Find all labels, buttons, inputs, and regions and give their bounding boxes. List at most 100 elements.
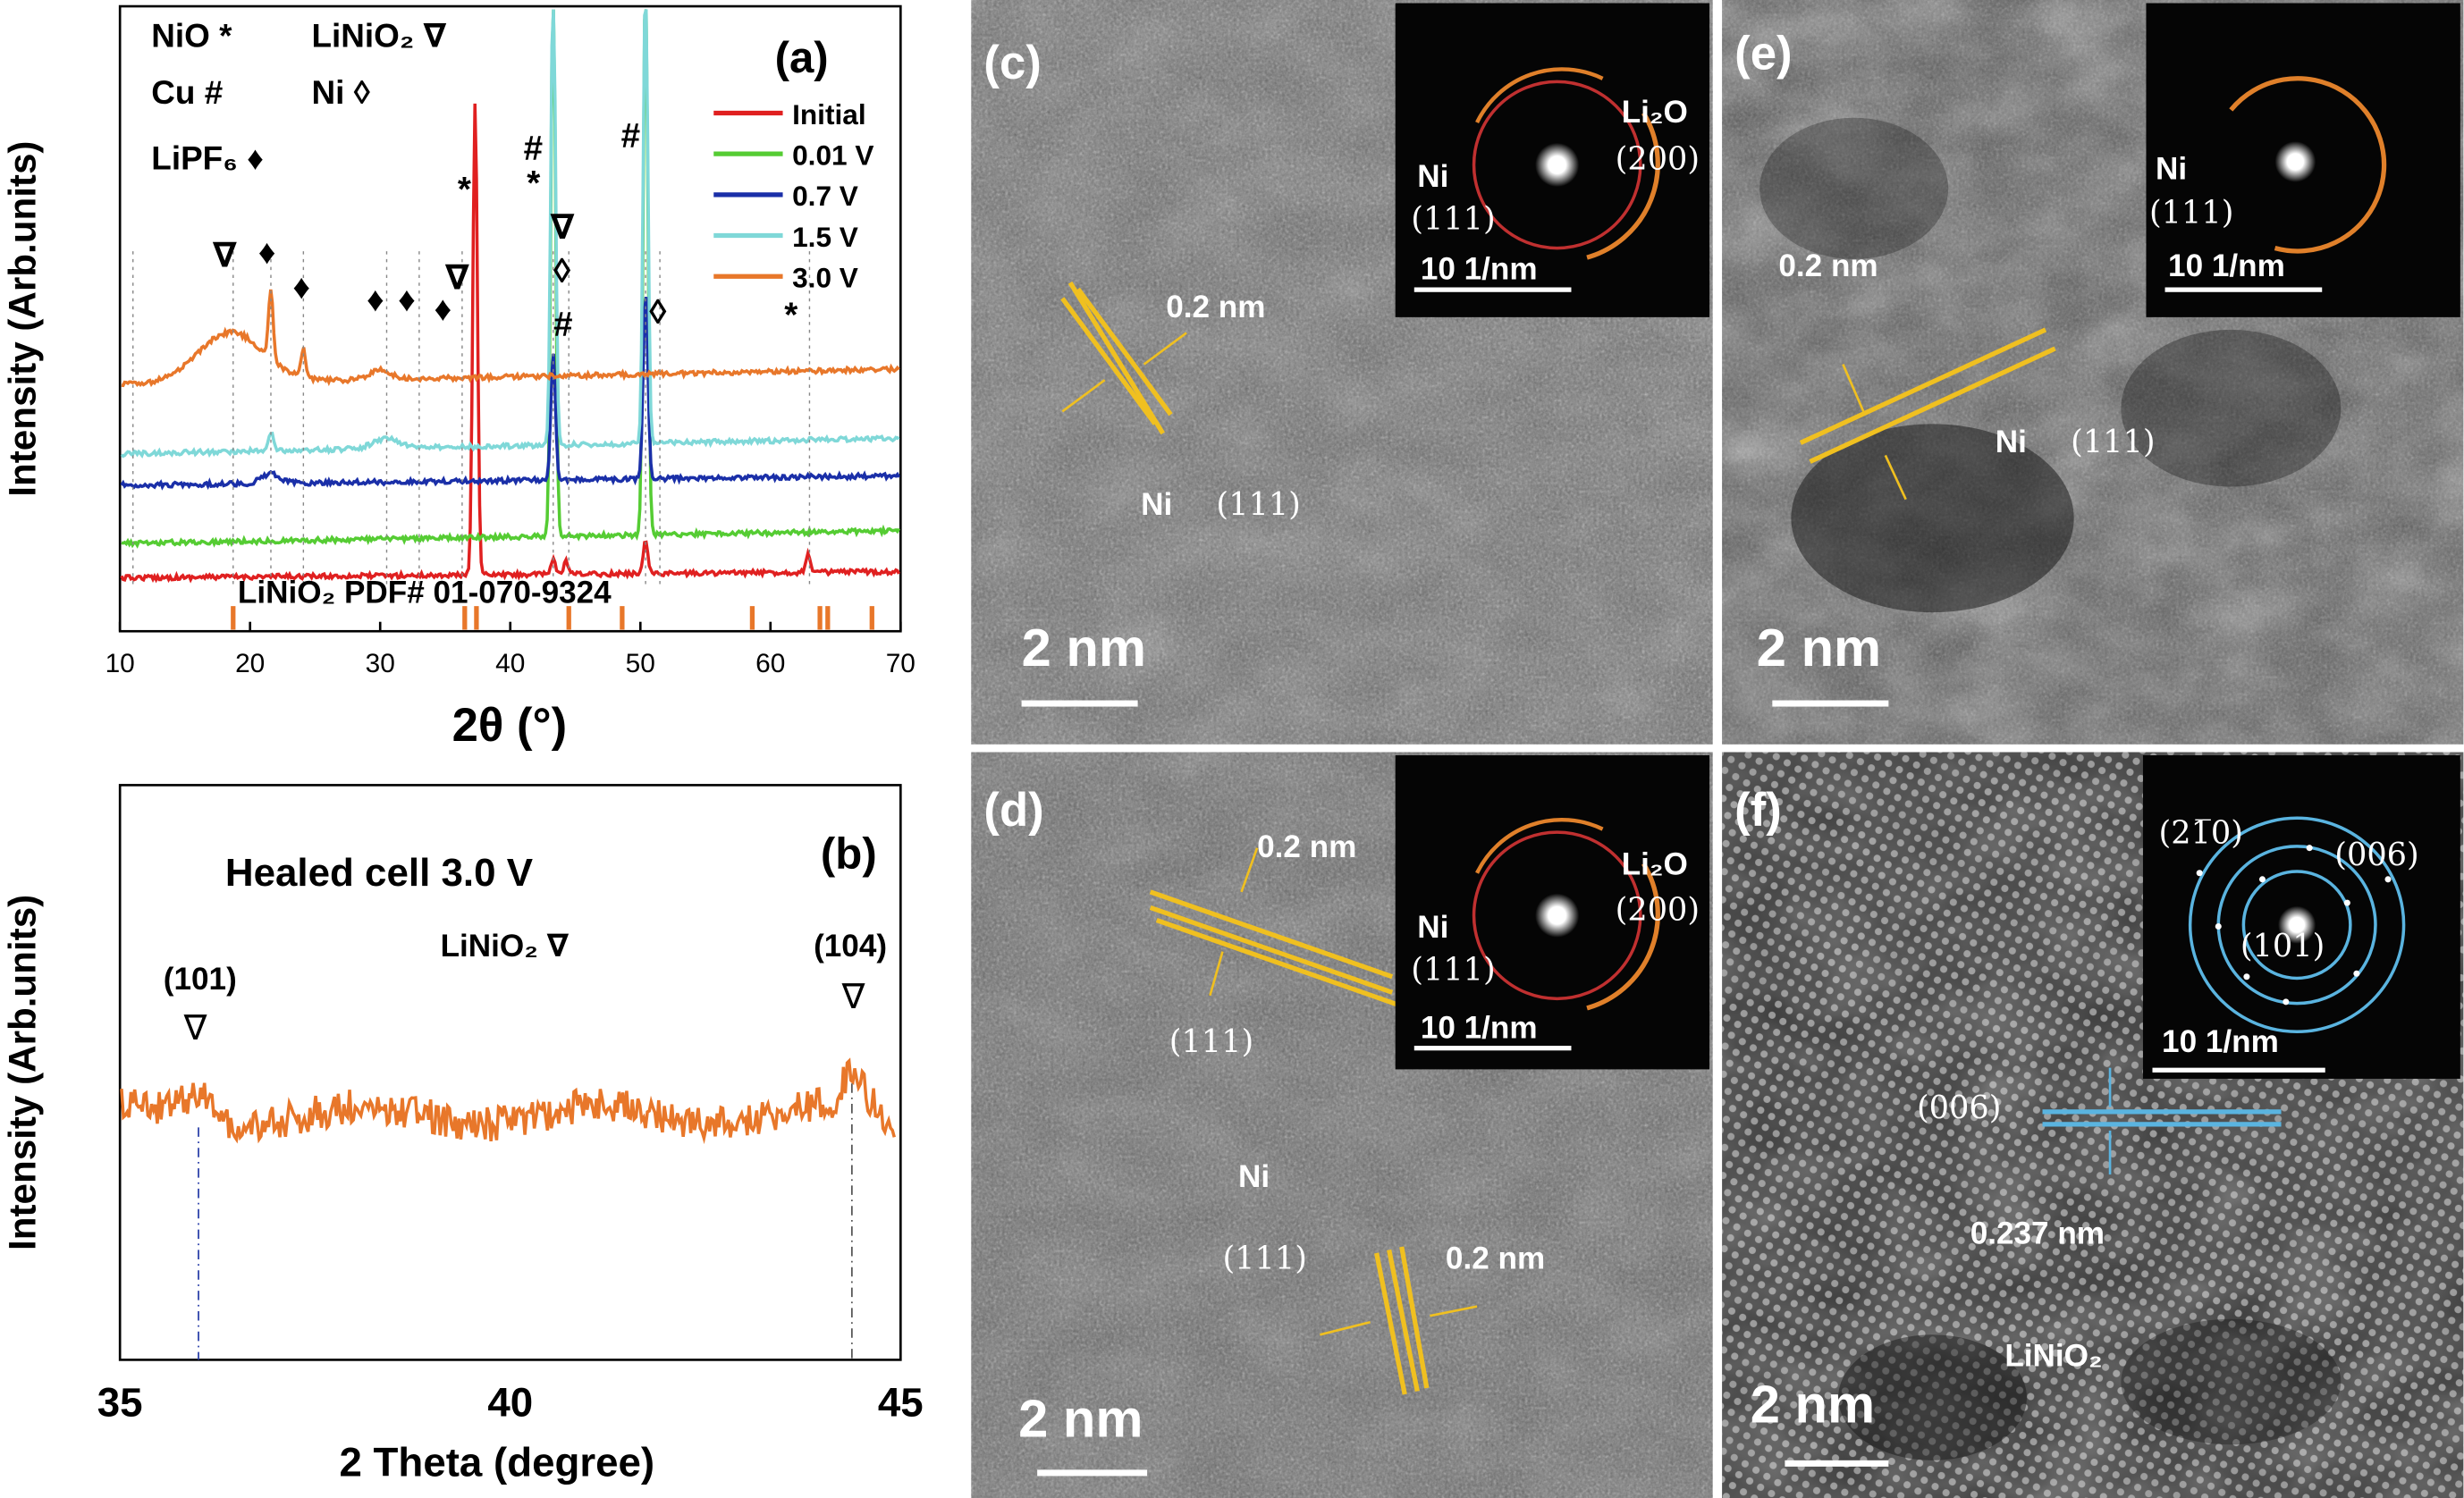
diffraction-ring-ni <box>1472 830 1642 1001</box>
peak-marker: # <box>524 130 543 168</box>
panel-e: (e) 0.2 nm Ni (111) 2 nm Ni (111) 10 1/n… <box>1734 3 2460 707</box>
inset-plane-label: (006) <box>2334 837 2418 873</box>
phase-label: Ni <box>1238 1159 1270 1194</box>
reference-tick <box>749 606 755 630</box>
inset-scale-bar <box>1413 1046 1572 1051</box>
panel-a-y-label: Intensity (Arb.units) <box>1 141 43 497</box>
legend-label: 0.01 V <box>792 139 873 171</box>
panel-a-legend: Initial 0.01 V 0.7 V 1.5 V 3.0 V <box>713 98 873 293</box>
phase-label: Ni <box>1996 425 2027 459</box>
panel-d-image <box>971 752 1713 1498</box>
x-tick-label: 40 <box>495 649 525 678</box>
central-spot <box>1535 142 1580 188</box>
peak-marker: ♦ <box>398 281 416 319</box>
phase-label: Ni <box>1141 487 1172 522</box>
lattice-fringe-lines <box>1060 281 1173 435</box>
inset-plane-ni: (111) <box>1411 200 1495 237</box>
peak-101-marker: ∇ <box>183 1009 207 1048</box>
d-spacing-label: 0.2 nm <box>1446 1241 1545 1276</box>
inset-phase-li2o: Li₂O <box>1622 95 1688 130</box>
inset-scale-label: 10 1/nm <box>1421 1010 1538 1045</box>
series-initial <box>120 103 901 584</box>
plane-label: (111) <box>1169 1023 1253 1060</box>
inset-scale-label: 10 1/nm <box>1421 252 1538 287</box>
peak-marker: ◊ <box>649 293 667 332</box>
reference-tick <box>825 606 831 630</box>
diffraction-ring-ni <box>1472 80 1642 250</box>
inset-scale-bar <box>2164 287 2323 292</box>
panel-b-phase-label: LiNiO₂ ∇ <box>441 929 570 964</box>
scale-bar-label: 2 nm <box>1757 618 1881 677</box>
peak-marker: ♦ <box>292 268 310 307</box>
series-1-5-v <box>120 9 900 459</box>
lattice-fringe-lines <box>1149 889 1400 1007</box>
panel-a-reference-dotted-lines <box>132 251 811 585</box>
x-tick-label: 45 <box>878 1380 924 1426</box>
peak-marker: ♦ <box>258 233 276 272</box>
legend-label: 0.7 V <box>792 180 858 212</box>
x-tick-label: 50 <box>626 649 655 678</box>
inset-scale-label: 10 1/nm <box>2168 248 2285 283</box>
reference-tick <box>869 606 874 630</box>
panel-b-y-label: Intensity (Arb.units) <box>1 895 43 1250</box>
panel-b-label: (b) <box>821 829 877 879</box>
d-spacing-label: 0.2 nm <box>1166 290 1265 324</box>
inset-plane-li2o: (200) <box>1616 891 1700 928</box>
spacing-arrow <box>1240 847 1259 893</box>
legend-label: 1.5 V <box>792 221 858 253</box>
spacing-arrow <box>1143 332 1187 366</box>
saed-inset: (21̅0) (006) (101) 10 1/nm <box>2142 755 2460 1079</box>
panel-a-traces <box>120 9 901 584</box>
diffraction-ring-li2o <box>1586 112 1660 260</box>
peak-marker: ∇ <box>213 237 237 275</box>
diffraction-ring <box>2241 870 2352 980</box>
scale-bar-label: 2 nm <box>1751 1375 1875 1435</box>
peak-marker: ◊ <box>553 252 571 290</box>
inset-plane-label: (101) <box>2240 928 2325 964</box>
inset-scale-bar <box>1413 287 1572 292</box>
scale-bar-label: 2 nm <box>1022 618 1146 677</box>
spacing-arrow <box>1209 951 1224 997</box>
lattice-fringe-lines <box>2042 1109 2282 1127</box>
scale-bar <box>1772 700 1889 707</box>
d-spacing-label: 0.2 nm <box>1257 829 1356 864</box>
panel-b-x-label: 2 Theta (degree) <box>339 1439 654 1485</box>
central-spot <box>2274 141 2316 182</box>
x-tick-label: 70 <box>886 649 916 678</box>
panel-d: (d) 0.2 nm (111) Ni (111) 0.2 nm 2 nm Ni <box>983 755 1710 1477</box>
diffraction-spots <box>2196 845 2392 1006</box>
panel-b-frame <box>118 784 902 1361</box>
panel-a-x-ticks: 10 20 30 40 50 60 70 <box>105 621 916 678</box>
legend-label: 3.0 V <box>792 261 858 293</box>
x-tick-label: 40 <box>487 1380 533 1426</box>
panel-a: 10 20 30 40 50 60 70 (a) NiO * LiNiO₂ ∇ Cu # N… <box>1 4 916 752</box>
diffraction-ring-ni <box>2229 76 2387 254</box>
x-tick-label: 20 <box>235 649 265 678</box>
peak-marker: # <box>553 306 572 344</box>
inset-plane-label: (21̅0) <box>2159 814 2243 851</box>
series-0-01-v <box>121 9 901 549</box>
inset-phase-ni: Ni <box>1417 910 1448 945</box>
lattice-fringe-lines <box>1799 327 2056 464</box>
inset-scale-label: 10 1/nm <box>2162 1024 2279 1059</box>
inset-phase-ni: Ni <box>1417 159 1448 194</box>
saed-inset: Ni (111) 10 1/nm <box>2146 3 2460 317</box>
panel-c-label: (c) <box>983 37 1041 89</box>
plane-label: (111) <box>2071 424 2155 460</box>
marker-cu: Cu # <box>151 74 223 111</box>
inset-plane-li2o: (200) <box>1616 141 1700 178</box>
x-tick-label: 60 <box>755 649 785 678</box>
panel-d-label: (d) <box>983 784 1043 837</box>
reference-tick <box>462 606 468 630</box>
reference-tick <box>566 606 571 630</box>
spacing-arrow <box>1061 379 1106 413</box>
peak-104-label: (104) <box>814 929 887 964</box>
peak-marker: ♦ <box>435 290 452 328</box>
panel-a-reference-ticks <box>231 606 874 630</box>
central-spot <box>2278 905 2316 944</box>
inset-phase-ni: Ni <box>2156 151 2187 186</box>
marker-linio2: LiNiO₂ ∇ <box>312 18 447 55</box>
panel-c: (c) 0.2 nm Ni (111) 2 nm Ni (111) Li₂O (… <box>983 3 1710 707</box>
scale-bar-label: 2 nm <box>1018 1388 1143 1448</box>
